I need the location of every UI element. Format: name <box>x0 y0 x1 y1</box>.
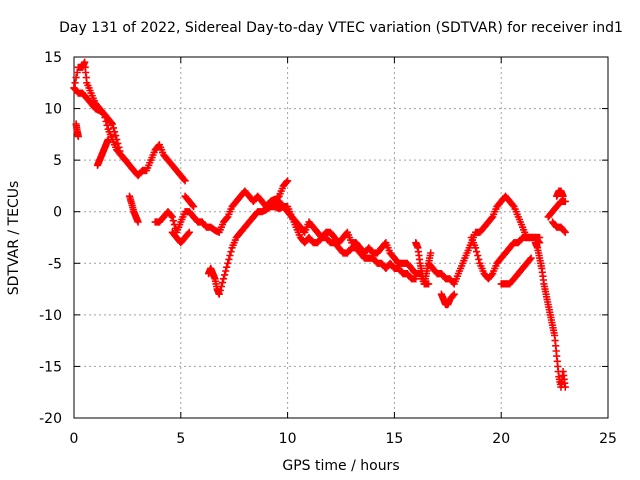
data-point-marker <box>223 263 231 271</box>
data-point-marker <box>559 192 567 200</box>
x-axis-label: GPS time / hours <box>282 458 399 474</box>
data-series-trace-n <box>467 233 544 283</box>
data-point-marker <box>180 175 188 184</box>
data-point-marker <box>561 383 569 391</box>
y-tick-label: -5 <box>48 256 62 272</box>
y-tick-label: 0 <box>53 205 62 221</box>
data-point-marker <box>488 214 496 222</box>
plot-frame <box>73 56 609 419</box>
y-tick-label: -20 <box>39 411 62 427</box>
data-point-marker <box>474 251 482 260</box>
data-point-marker <box>74 132 82 140</box>
chart-title: Day 131 of 2022, Sidereal Day-to-day VTE… <box>59 20 623 36</box>
data-series-trace-s <box>553 187 567 200</box>
data-point-marker <box>104 135 112 144</box>
data-series-trace-h <box>181 192 198 211</box>
data-point-marker <box>223 214 231 222</box>
data-series-trace-p <box>531 239 569 391</box>
data-point-marker <box>121 156 129 164</box>
data-series-trace-c <box>72 120 82 140</box>
data-point-marker <box>561 228 569 236</box>
y-tick-label: -15 <box>39 359 62 375</box>
data-series-trace-i <box>205 203 420 298</box>
data-point-marker <box>473 248 481 256</box>
data-point-marker <box>168 213 176 221</box>
x-tick-label: 25 <box>599 431 617 447</box>
data-series-trace-d <box>93 135 112 169</box>
data-point-marker <box>560 227 568 235</box>
data-point-marker <box>427 249 435 257</box>
x-tick-label: 20 <box>492 431 510 447</box>
data-point-marker <box>225 255 233 263</box>
data-point-marker <box>284 177 292 185</box>
data-point-marker <box>112 132 120 140</box>
data-point-marker <box>71 79 79 87</box>
data-point-marker <box>222 267 230 275</box>
data-point-marker <box>217 282 225 291</box>
axis-ticks: 0 5 10 15 20 25 -20 -15 -10 -5 0 5 10 15 <box>39 50 617 447</box>
data-series-trace-r <box>548 218 569 236</box>
data-point-marker <box>218 279 227 287</box>
data-point-marker <box>472 244 480 252</box>
data-point-marker <box>216 286 224 294</box>
data-series-trace-l <box>425 192 544 288</box>
data-point-marker <box>219 275 228 283</box>
data-point-marker <box>449 291 457 300</box>
data-series-trace-g <box>168 228 193 247</box>
data-point-marker <box>102 117 110 126</box>
data-point-marker <box>450 290 458 298</box>
data-point-marker <box>224 259 232 267</box>
data-point-marker <box>101 114 109 122</box>
data-point-marker <box>226 251 234 260</box>
x-tick-label: 15 <box>385 431 403 447</box>
data-point-marker <box>100 110 108 118</box>
data-series-trace-b <box>70 84 129 164</box>
x-tick-label: 0 <box>70 431 79 447</box>
data-point-marker <box>227 248 235 256</box>
data-point-marker <box>561 197 569 205</box>
data-series-trace-m <box>437 290 458 309</box>
x-tick-label: 5 <box>176 431 185 447</box>
data-point-marker <box>526 255 534 263</box>
data-series-trace-j <box>271 177 292 205</box>
data-point-marker <box>109 124 118 132</box>
y-tick-label: 5 <box>53 153 62 169</box>
data-point-marker <box>188 201 197 209</box>
data-series-trace-q <box>544 197 569 221</box>
y-tick-label: 15 <box>44 50 62 66</box>
data-points <box>70 58 569 391</box>
x-tick-label: 10 <box>279 431 297 447</box>
data-point-marker <box>274 193 282 202</box>
data-point-marker <box>527 254 535 262</box>
data-point-marker <box>167 212 175 220</box>
data-point-marker <box>134 218 142 226</box>
data-point-marker <box>72 74 80 82</box>
data-point-marker <box>488 271 496 279</box>
data-point-marker <box>184 230 192 238</box>
data-point-marker <box>509 201 517 209</box>
data-point-marker <box>221 271 229 279</box>
data-point-marker <box>215 290 223 298</box>
data-point-marker <box>103 121 111 129</box>
data-point-marker <box>120 155 128 163</box>
data-point-marker <box>475 255 483 263</box>
data-point-marker <box>412 275 420 283</box>
data-point-marker <box>73 68 81 77</box>
data-point-marker <box>108 120 116 128</box>
data-point-marker <box>190 203 198 211</box>
data-series-trace-e <box>125 192 142 226</box>
y-axis-label: SDTVAR / TECUs <box>6 181 22 296</box>
data-series-trace-a <box>70 58 189 185</box>
data-point-marker <box>169 217 177 225</box>
y-tick-label: 10 <box>44 102 62 118</box>
data-point-marker <box>107 119 115 127</box>
data-point-marker <box>282 178 291 186</box>
data-point-marker <box>185 228 193 236</box>
data-point-marker <box>181 177 189 185</box>
data-series-trace-o <box>497 254 535 288</box>
y-tick-label: -10 <box>39 308 62 324</box>
